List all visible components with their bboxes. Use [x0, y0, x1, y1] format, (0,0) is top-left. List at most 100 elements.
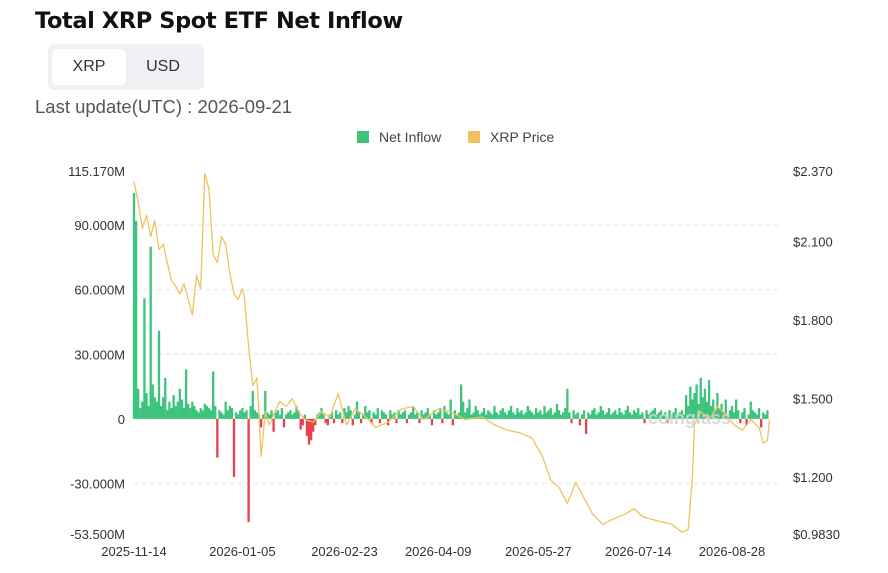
inflow-bar: [445, 412, 448, 419]
inflow-bar: [437, 412, 440, 419]
inflow-bar: [757, 408, 761, 419]
inflow-bar: [455, 414, 459, 419]
legend-label-net-inflow: Net Inflow: [379, 129, 442, 145]
inflow-bar: [649, 412, 652, 419]
watermark-text: coinglass: [648, 408, 732, 428]
outflow-bar: [760, 418, 763, 428]
inflow-bar: [322, 414, 325, 419]
inflow-bar: [509, 405, 513, 419]
inflow-bar: [168, 401, 171, 419]
inflow-bar: [632, 410, 636, 419]
outflow-bar: [378, 418, 382, 424]
outflow-bar: [578, 418, 582, 426]
inflow-bar: [668, 410, 671, 419]
inflow-bar: [459, 384, 463, 419]
x-tick-label: 2025-11-14: [101, 544, 167, 559]
inflow-bar: [345, 412, 348, 419]
inflow-bar: [212, 371, 215, 419]
y-left-tick-label: 115.170M: [68, 164, 125, 179]
inflow-bar: [630, 414, 634, 419]
inflow-bar: [762, 412, 765, 419]
inflow-bar: [514, 414, 517, 419]
inflow-bar: [176, 401, 179, 419]
inflow-bar: [207, 408, 211, 419]
inflow-bar: [622, 414, 625, 419]
inflow-bar: [660, 410, 663, 419]
inflow-bar: [389, 410, 392, 419]
inflow-bar: [409, 412, 413, 419]
inflow-bar: [347, 405, 350, 419]
inflow-bar: [245, 410, 248, 419]
inflow-bar: [470, 414, 473, 419]
legend-xrp-price[interactable]: XRP Price: [468, 129, 554, 145]
inflow-bar: [205, 405, 209, 419]
inflow-bar: [318, 412, 321, 419]
inflow-bar: [524, 412, 527, 419]
inflow-bar: [266, 412, 269, 419]
inflow-bar: [262, 414, 265, 419]
inflow-bar: [587, 412, 590, 419]
inflow-bar: [505, 414, 509, 419]
toggle-usd-button[interactable]: USD: [126, 49, 200, 85]
outflow-bar: [332, 418, 336, 424]
inflow-bar: [416, 412, 419, 419]
inflow-bar: [678, 412, 682, 419]
xrp-price-line: [133, 172, 771, 533]
inflow-bar: [687, 405, 690, 419]
inflow-bar: [145, 393, 148, 419]
watermark-logo: coinglass: [648, 408, 731, 429]
inflow-bar: [162, 397, 165, 419]
inflow-bar: [353, 414, 357, 419]
inflow-bar: [699, 377, 702, 419]
inflow-bar: [384, 414, 388, 419]
inflow-bar: [466, 408, 469, 419]
legend-swatch-net-inflow: [357, 131, 369, 143]
inflow-bar: [420, 410, 423, 419]
inflow-bar: [572, 410, 575, 419]
inflow-bar: [574, 414, 577, 419]
inflow-bar: [618, 408, 621, 419]
inflow-bar: [766, 410, 769, 419]
inflow-bar: [651, 410, 654, 419]
inflow-bar: [751, 410, 754, 419]
inflow-bar: [564, 408, 567, 419]
inflow-bar: [559, 414, 563, 419]
inflow-bar: [735, 399, 738, 419]
y-left-tick-label: 90.000M: [74, 218, 125, 233]
inflow-bar: [701, 397, 704, 419]
currency-toggle: XRP USD: [48, 44, 204, 90]
inflow-bar: [480, 412, 484, 419]
outflow-bar: [570, 418, 573, 424]
inflow-bar: [187, 403, 190, 419]
inflow-bar: [391, 414, 394, 419]
inflow-bar: [497, 414, 500, 419]
outflow-bar: [405, 418, 409, 424]
inflow-bar: [603, 414, 607, 419]
inflow-bar: [707, 380, 711, 419]
inflow-bar: [605, 412, 609, 419]
toggle-xrp-button[interactable]: XRP: [52, 49, 126, 85]
inflow-bar: [545, 412, 548, 419]
inflow-bar: [274, 412, 277, 419]
inflow-bar: [728, 410, 732, 419]
inflow-bar: [234, 412, 238, 419]
inflow-bar: [549, 408, 552, 419]
outflow-bar: [370, 418, 373, 424]
inflow-bar: [278, 414, 282, 419]
inflow-bar: [426, 408, 429, 419]
y-left-tick-label: -53.500M: [70, 527, 125, 542]
inflow-bar: [576, 412, 579, 419]
inflow-bar: [539, 410, 542, 419]
inflow-bar: [503, 412, 507, 419]
inflow-bar: [220, 412, 223, 419]
inflow-bar: [339, 412, 342, 419]
inflow-bar: [472, 412, 475, 419]
inflow-bar: [516, 408, 519, 419]
y-right-tick-label: $2.370: [793, 164, 833, 179]
legend-net-inflow[interactable]: Net Inflow: [357, 129, 441, 145]
inflow-bar: [741, 412, 744, 419]
inflow-bar: [634, 412, 638, 419]
inflow-bar: [484, 414, 488, 419]
inflow-bar: [303, 414, 307, 419]
inflow-bar: [268, 414, 271, 419]
